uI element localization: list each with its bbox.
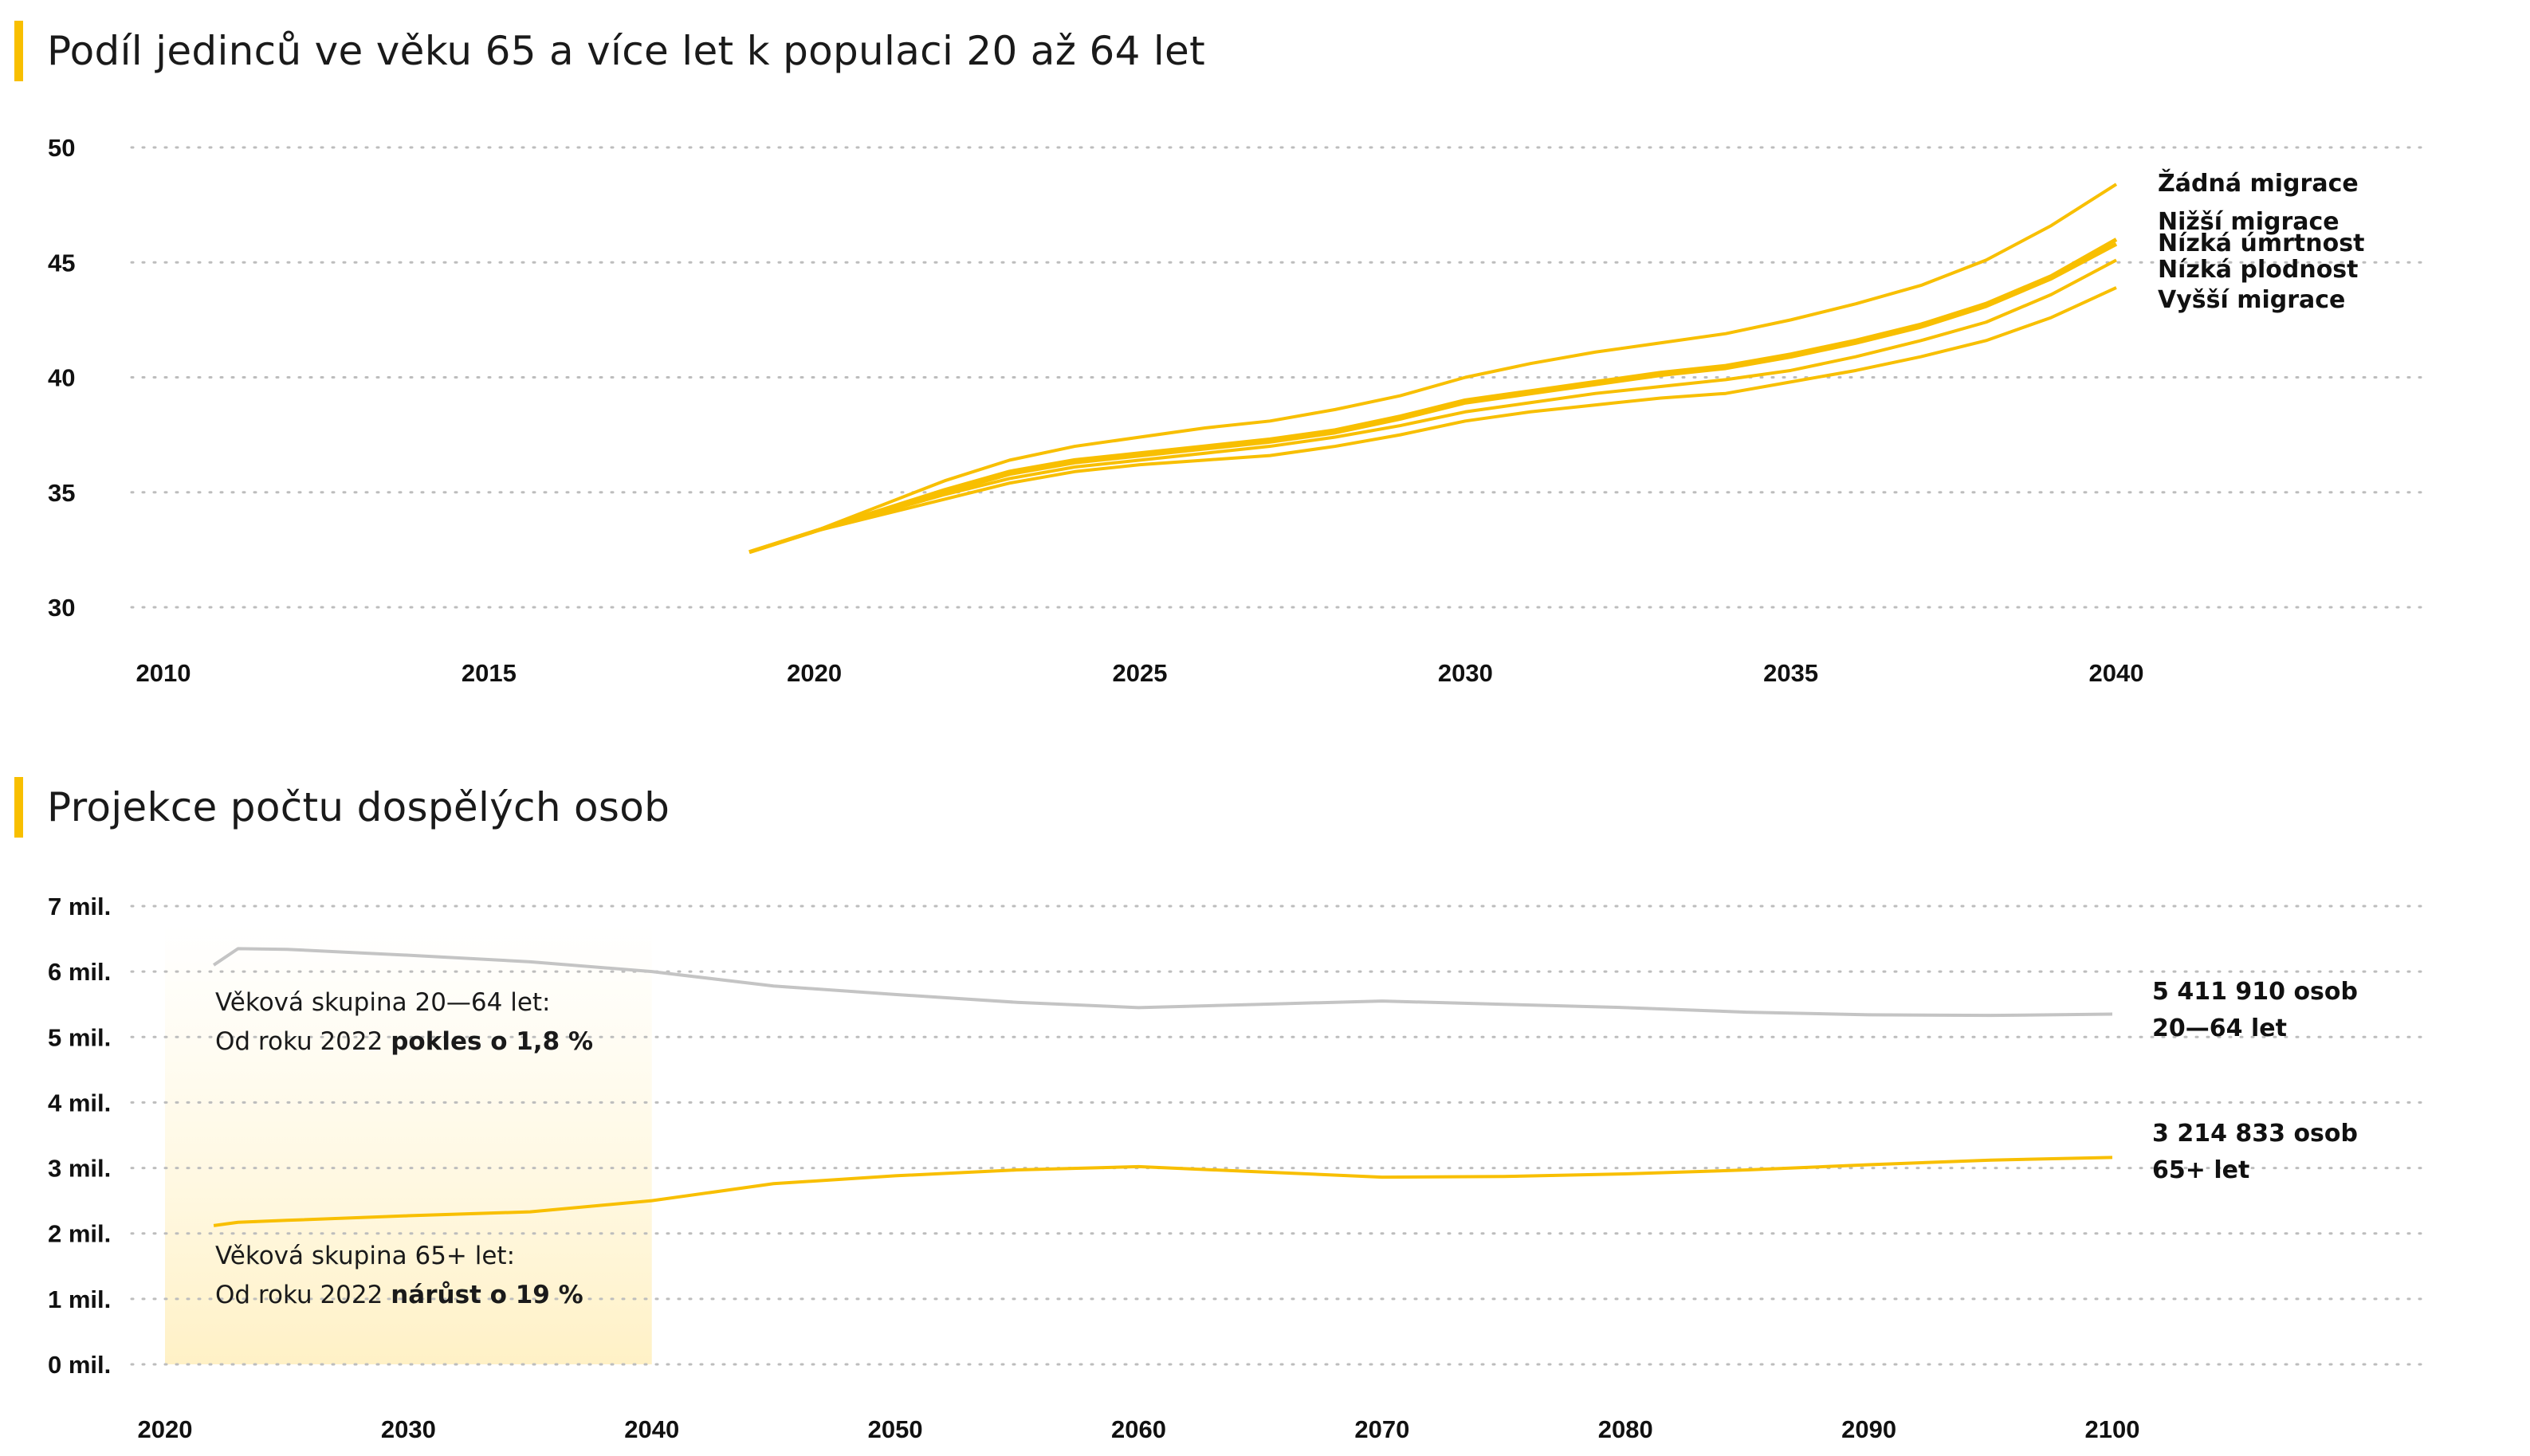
y-tick-label: 7 mil. <box>48 893 111 920</box>
series-line <box>748 258 2117 554</box>
annotation-line: Věková skupina 65+ let: <box>215 1242 515 1270</box>
series-line <box>748 286 2117 554</box>
ratio-line-chart: 30 35 40 45 50 2010 2015 2020 2025 2030 2035 2040 Žá… <box>48 134 2425 687</box>
x-tick-label: 2010 <box>136 659 191 687</box>
highlight-band <box>165 924 652 1364</box>
y-tick-label: 3 mil. <box>48 1155 111 1183</box>
series-label: Nízká úmrtnost <box>2158 230 2364 257</box>
annotation-prefix: Od roku 2022 <box>215 1281 391 1309</box>
x-tick-label: 2020 <box>787 659 842 687</box>
x-tick-label: 2015 <box>462 659 517 687</box>
series-label: Nižší migrace <box>2158 208 2339 236</box>
series-label: Vyšší migrace <box>2158 286 2345 314</box>
y-tick-label: 35 <box>48 479 75 507</box>
series-label: 20—64 let <box>2152 1014 2287 1042</box>
series-line <box>212 947 2113 1018</box>
x-tick-label: 2050 <box>868 1415 923 1443</box>
annotation-line: Věková skupina 20—64 let: <box>215 988 551 1017</box>
y-tick-label: 45 <box>48 249 75 277</box>
series-line <box>748 182 2118 554</box>
x-tick-label: 2090 <box>1841 1415 1896 1443</box>
y-tick-label: 6 mil. <box>48 958 111 986</box>
series-label: Nízká plodnost <box>2158 256 2359 284</box>
series-label: 5 411 910 osob <box>2152 978 2358 1006</box>
x-tick-label: 2100 <box>2085 1415 2140 1443</box>
x-tick-label: 2025 <box>1113 659 1168 687</box>
series-label: 3 214 833 osob <box>2152 1120 2358 1148</box>
annotation-line: Od roku 2022 nárůst o 19 % <box>215 1281 583 1309</box>
x-tick-label: 2020 <box>138 1415 193 1443</box>
y-tick-label: 50 <box>48 134 75 162</box>
x-tick-label: 2070 <box>1354 1415 1409 1443</box>
x-tick-label: 2060 <box>1111 1415 1166 1443</box>
chart1-title: Podíl jedinců ve věku 65 a více let k po… <box>14 21 1205 81</box>
series-line <box>213 1156 2113 1227</box>
x-tick-label: 2030 <box>1438 659 1493 687</box>
annotation-highlight: pokles o 1,8 % <box>391 1027 593 1056</box>
x-tick-label: 2040 <box>2089 659 2144 687</box>
x-tick-label: 2030 <box>381 1415 436 1443</box>
y-tick-label: 30 <box>48 594 75 622</box>
x-tick-label: 2035 <box>1763 659 1818 687</box>
series-label: 65+ let <box>2152 1156 2249 1184</box>
y-tick-label: 5 mil. <box>48 1023 111 1051</box>
y-tick-label: 0 mil. <box>48 1351 111 1379</box>
series-line <box>748 241 2118 555</box>
y-tick-label: 1 mil. <box>48 1285 111 1313</box>
x-tick-label: 2040 <box>624 1415 679 1443</box>
chart2-title: Projekce počtu dospělých osob <box>14 777 670 838</box>
annotation-prefix: Od roku 2022 <box>215 1027 391 1056</box>
y-tick-label: 4 mil. <box>48 1089 111 1117</box>
series-label: Žádná migrace <box>2158 169 2359 198</box>
y-tick-label: 2 mil. <box>48 1220 111 1248</box>
annotation-line: Od roku 2022 pokles o 1,8 % <box>215 1027 593 1056</box>
annotation-highlight: nárůst o 19 % <box>391 1281 583 1309</box>
series-line <box>748 237 2118 555</box>
y-tick-label: 40 <box>48 364 75 392</box>
x-tick-label: 2080 <box>1598 1415 1653 1443</box>
